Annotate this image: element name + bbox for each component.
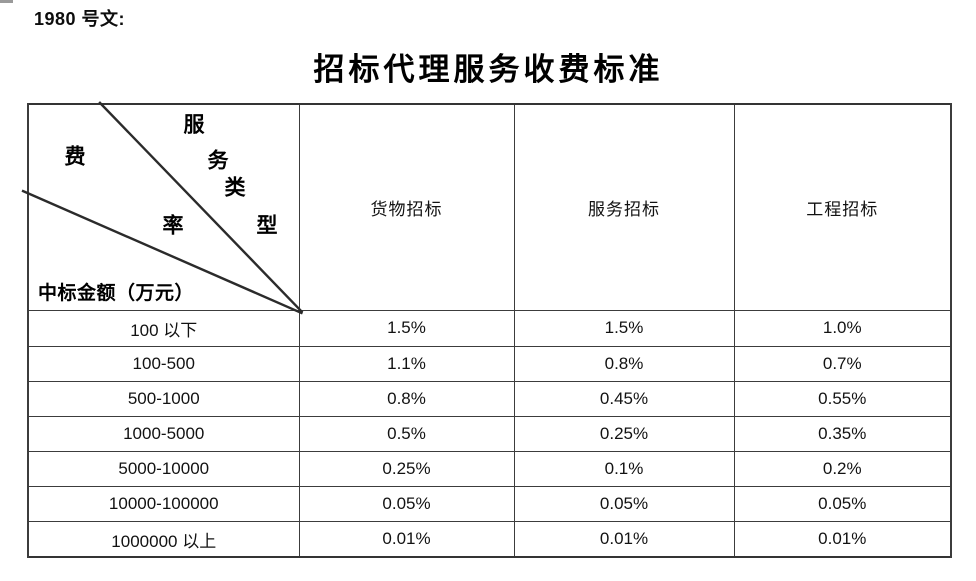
column-header-engineering: 工程招标 xyxy=(733,103,952,312)
table-row: 10000-100000 0.05% 0.05% 0.05% xyxy=(27,486,952,523)
row-label: 1000-5000 xyxy=(27,415,300,452)
row-label: 100-500 xyxy=(27,345,300,382)
corner-label-service: 类 xyxy=(224,174,246,200)
rate-cell: 0.45% xyxy=(513,380,735,417)
rate-cell: 0.2% xyxy=(733,450,952,488)
rate-cell: 0.25% xyxy=(298,450,515,488)
rate-cell: 0.25% xyxy=(513,415,735,452)
rate-cell: 0.01% xyxy=(513,521,735,558)
rate-cell: 1.1% xyxy=(298,345,515,382)
table-row: 5000-10000 0.25% 0.1% 0.2% xyxy=(27,450,952,488)
row-label: 10000-100000 xyxy=(27,486,300,523)
rate-cell: 0.05% xyxy=(513,486,735,523)
column-header-service: 服务招标 xyxy=(513,103,735,312)
corner-label-rate: 率 xyxy=(162,212,184,238)
row-label: 1000000 以上 xyxy=(27,521,300,558)
corner-label-service: 务 xyxy=(207,147,229,173)
table-row: 100-500 1.1% 0.8% 0.7% xyxy=(27,345,952,382)
rate-cell: 0.5% xyxy=(298,415,515,452)
table-row: 500-1000 0.8% 0.45% 0.55% xyxy=(27,380,952,417)
rate-cell: 0.35% xyxy=(733,415,952,452)
corner-label-amount-axis: 中标金额（万元） xyxy=(38,282,195,305)
rate-cell: 0.05% xyxy=(733,486,952,523)
corner-label-service: 型 xyxy=(256,212,278,238)
doc-number: 1980 号文: xyxy=(34,9,126,29)
rate-cell: 0.1% xyxy=(513,450,735,488)
rate-cell: 0.01% xyxy=(733,521,952,558)
diagonal-header-cell: 费 率 服 务 类 型 中标金额（万元） xyxy=(21,101,304,315)
rate-cell: 0.05% xyxy=(298,486,515,523)
row-label: 100 以下 xyxy=(27,310,300,347)
row-label: 5000-10000 xyxy=(27,450,300,488)
table-row: 1000000 以上 0.01% 0.01% 0.01% xyxy=(27,521,952,558)
rate-cell: 0.8% xyxy=(298,380,515,417)
fee-standard-table: 费 率 服 务 类 型 中标金额（万元） 货物招标 服务招标 工程招标 100 … xyxy=(21,101,952,558)
page-title: 招标代理服务收费标准 xyxy=(313,52,664,88)
page-edge-artifact xyxy=(0,0,13,3)
rate-cell: 0.55% xyxy=(733,380,952,417)
column-header-goods: 货物招标 xyxy=(298,103,515,312)
rate-cell: 0.8% xyxy=(513,345,735,382)
corner-label-service: 服 xyxy=(183,111,205,137)
rate-cell: 0.7% xyxy=(733,345,952,382)
table-row: 1000-5000 0.5% 0.25% 0.35% xyxy=(27,415,952,452)
table-row: 100 以下 1.5% 1.5% 1.0% xyxy=(27,310,952,347)
row-label: 500-1000 xyxy=(27,380,300,417)
rate-cell: 1.0% xyxy=(733,310,952,347)
rate-cell: 1.5% xyxy=(513,310,735,347)
corner-label-fee: 费 xyxy=(64,143,86,169)
rate-cell: 1.5% xyxy=(298,310,515,347)
rate-cell: 0.01% xyxy=(298,521,515,558)
diagonal-lines xyxy=(21,101,304,315)
table-header-row: 费 率 服 务 类 型 中标金额（万元） 货物招标 服务招标 工程招标 xyxy=(21,101,952,315)
